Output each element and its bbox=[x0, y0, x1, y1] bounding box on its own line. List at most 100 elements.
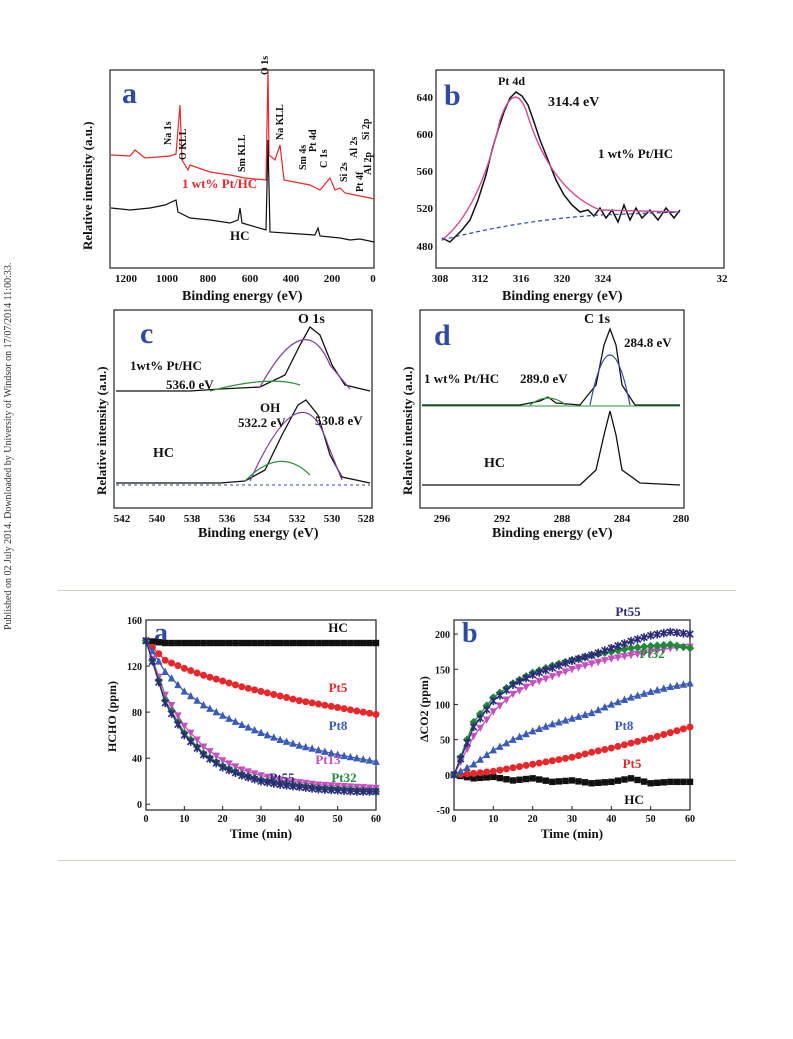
data-point bbox=[218, 711, 227, 719]
data-point bbox=[225, 639, 233, 647]
x-tick-label: 50 bbox=[333, 814, 343, 825]
data-point bbox=[212, 758, 221, 768]
x-ticks: 542 540 538 536 534 532 530 528 bbox=[114, 513, 375, 525]
svg-text:520: 520 bbox=[417, 203, 434, 215]
data-point bbox=[581, 750, 589, 758]
data-point bbox=[456, 767, 465, 775]
data-point bbox=[627, 693, 635, 701]
series-pt55 bbox=[450, 627, 694, 780]
data-point bbox=[633, 650, 642, 659]
data-point bbox=[555, 756, 563, 764]
data-point bbox=[238, 683, 246, 691]
pt-hc-label: 1wt% Pt/HC bbox=[130, 358, 202, 373]
data-point bbox=[257, 639, 265, 647]
data-point bbox=[640, 778, 648, 785]
x-ticks: 1200 1000 800 600 400 200 0 bbox=[115, 273, 376, 285]
data-point bbox=[686, 629, 694, 639]
data-point bbox=[463, 763, 471, 771]
data-point bbox=[686, 679, 694, 687]
data-point bbox=[575, 778, 582, 785]
data-point bbox=[276, 639, 284, 647]
data-point bbox=[244, 723, 252, 731]
hc-label: HC bbox=[153, 446, 174, 461]
data-point bbox=[295, 741, 304, 749]
series-label: Pt55 bbox=[269, 770, 295, 785]
data-point bbox=[181, 639, 188, 647]
data-point bbox=[245, 639, 252, 647]
svg-text:Na 1s: Na 1s bbox=[163, 121, 174, 145]
x-tick-label: 30 bbox=[256, 814, 266, 825]
data-point bbox=[640, 689, 648, 697]
data-point bbox=[626, 643, 636, 653]
svg-text:296: 296 bbox=[434, 513, 451, 525]
series-label: HC bbox=[328, 620, 348, 635]
data-point bbox=[503, 776, 510, 783]
data-point bbox=[174, 720, 182, 729]
x-ticks: 296 292 288 284 280 bbox=[434, 513, 690, 525]
pt4d-panel: b 480 520 560 600 640 308 312 316 320 32… bbox=[417, 69, 728, 304]
data-point bbox=[469, 760, 478, 768]
data-point bbox=[174, 639, 182, 647]
data-point bbox=[193, 696, 201, 704]
data-point bbox=[213, 639, 220, 647]
svg-text:C 1s: C 1s bbox=[319, 149, 330, 168]
data-point bbox=[627, 651, 635, 660]
series-pt8 bbox=[450, 679, 694, 779]
data-point bbox=[270, 779, 278, 788]
data-point bbox=[561, 668, 570, 676]
data-point bbox=[155, 650, 163, 658]
data-point bbox=[548, 663, 557, 673]
data-point bbox=[509, 680, 517, 689]
data-point bbox=[601, 703, 609, 711]
data-point bbox=[263, 778, 272, 787]
data-point bbox=[607, 643, 616, 653]
data-point bbox=[187, 691, 195, 700]
data-point bbox=[263, 689, 271, 697]
data-point bbox=[601, 657, 609, 665]
data-point bbox=[193, 669, 201, 677]
data-point bbox=[502, 765, 510, 773]
data-point bbox=[161, 698, 169, 708]
x-tick-label: 40 bbox=[294, 814, 304, 825]
data-point bbox=[568, 777, 576, 784]
pt-hc-label: 1 wt% Pt/HC bbox=[182, 176, 257, 191]
data-point bbox=[270, 733, 278, 741]
data-point bbox=[529, 775, 536, 782]
svg-text:320: 320 bbox=[554, 273, 571, 285]
pt-hc-c1s bbox=[422, 327, 680, 406]
data-point bbox=[653, 685, 661, 694]
data-point bbox=[200, 671, 207, 679]
x-tick-label: 0 bbox=[144, 814, 149, 825]
data-point bbox=[489, 696, 498, 706]
eV-536-label: 536.0 eV bbox=[166, 377, 214, 392]
data-point bbox=[640, 633, 648, 642]
data-point bbox=[296, 639, 303, 647]
y-axis-label: Relative intensity (a.u.) bbox=[94, 366, 109, 495]
data-point bbox=[522, 683, 530, 692]
data-point bbox=[321, 785, 329, 794]
o1s-panel: c Relative intensity (a.u.) Binding ener… bbox=[94, 309, 375, 541]
data-point bbox=[225, 679, 233, 687]
data-point bbox=[225, 760, 233, 768]
data-point bbox=[476, 769, 484, 777]
data-point bbox=[187, 667, 195, 675]
svg-text:0: 0 bbox=[370, 273, 376, 285]
svg-text:Sm KLL: Sm KLL bbox=[237, 134, 248, 172]
data-point bbox=[496, 766, 504, 774]
pt-hc-spectrum bbox=[110, 69, 375, 200]
y-ticks: 480 520 560 600 640 bbox=[417, 92, 434, 253]
y-axis-label: Relative intensity (a.u.) bbox=[400, 366, 415, 495]
data-point bbox=[666, 729, 674, 737]
svg-text:530: 530 bbox=[324, 513, 341, 525]
data-point bbox=[660, 779, 667, 786]
data-point bbox=[614, 697, 622, 706]
data-point bbox=[522, 761, 530, 769]
data-point bbox=[568, 666, 576, 674]
data-point bbox=[587, 650, 596, 660]
y-tick-label: 50 bbox=[440, 736, 450, 747]
data-point bbox=[353, 639, 361, 647]
data-point bbox=[174, 712, 182, 720]
y-tick-label: 160 bbox=[127, 616, 142, 627]
data-point bbox=[251, 639, 258, 647]
